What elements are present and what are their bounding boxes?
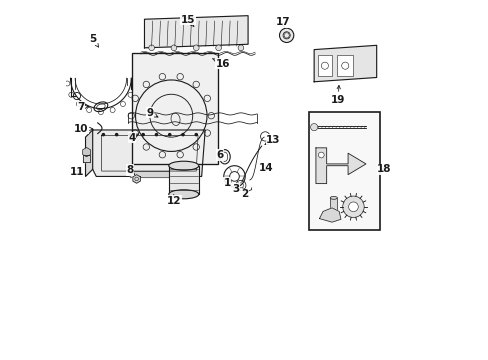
Polygon shape	[130, 171, 169, 177]
Bar	[317, 55, 331, 76]
Circle shape	[141, 133, 144, 136]
Circle shape	[128, 133, 131, 136]
Polygon shape	[144, 16, 247, 48]
Circle shape	[238, 45, 244, 51]
Text: 19: 19	[330, 85, 345, 105]
Text: 3: 3	[231, 184, 239, 194]
Circle shape	[321, 62, 328, 69]
Text: 7: 7	[77, 102, 88, 112]
Circle shape	[167, 133, 171, 136]
Polygon shape	[85, 130, 93, 176]
Polygon shape	[93, 130, 205, 176]
Polygon shape	[319, 208, 340, 222]
Text: 14: 14	[259, 163, 273, 173]
Bar	[329, 198, 337, 217]
Circle shape	[154, 133, 158, 136]
Circle shape	[193, 45, 199, 51]
Text: 8: 8	[126, 165, 134, 175]
Circle shape	[181, 133, 184, 136]
Bar	[132, 53, 217, 164]
Bar	[308, 112, 380, 230]
Text: 18: 18	[377, 164, 391, 174]
Bar	[337, 55, 353, 76]
Text: 2: 2	[241, 189, 247, 199]
Circle shape	[348, 202, 358, 212]
Circle shape	[318, 152, 324, 158]
Bar	[168, 166, 198, 194]
Circle shape	[194, 133, 198, 136]
Text: 1: 1	[224, 177, 230, 188]
Ellipse shape	[329, 197, 337, 199]
Text: 6: 6	[216, 150, 224, 160]
Ellipse shape	[168, 190, 198, 199]
Circle shape	[102, 133, 105, 136]
Text: 4: 4	[128, 133, 139, 143]
Polygon shape	[313, 45, 376, 82]
Ellipse shape	[168, 161, 198, 170]
Text: 9: 9	[146, 108, 158, 118]
Text: 5: 5	[89, 34, 99, 47]
Circle shape	[342, 196, 364, 217]
Circle shape	[171, 45, 177, 51]
Text: 11: 11	[69, 167, 83, 177]
Circle shape	[215, 45, 221, 51]
Circle shape	[148, 45, 154, 51]
Polygon shape	[315, 148, 365, 184]
Text: 15: 15	[181, 15, 195, 26]
Circle shape	[310, 123, 317, 131]
Text: 12: 12	[166, 195, 181, 206]
Text: 16: 16	[212, 59, 230, 68]
Text: 10: 10	[74, 124, 93, 134]
Polygon shape	[133, 175, 140, 183]
Text: 13: 13	[264, 135, 280, 145]
Polygon shape	[83, 155, 90, 162]
Circle shape	[279, 28, 293, 42]
Circle shape	[341, 62, 348, 69]
Circle shape	[115, 133, 118, 136]
Text: 17: 17	[275, 17, 290, 28]
